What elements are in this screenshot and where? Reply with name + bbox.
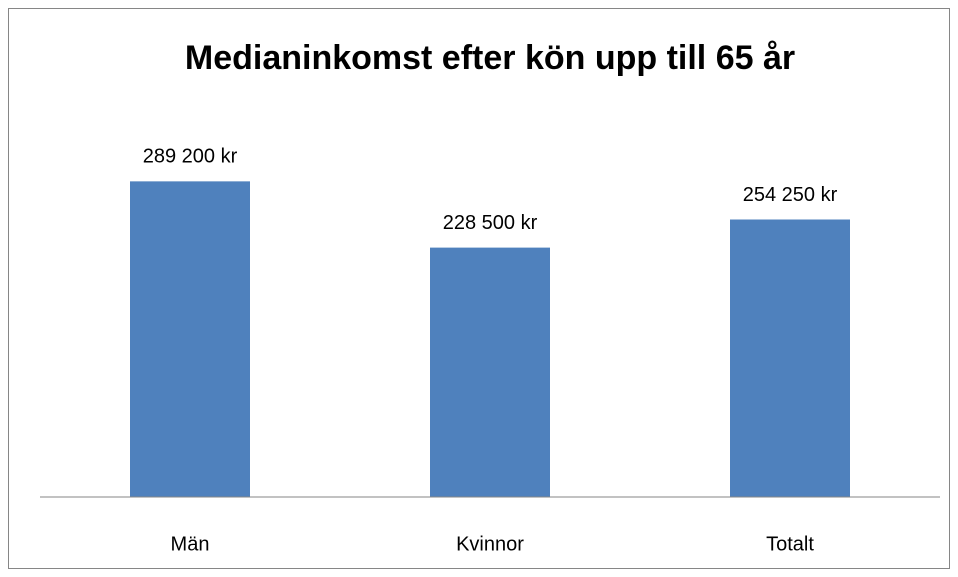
data-label: 289 200 kr	[143, 146, 238, 168]
data-label: 254 250 kr	[743, 184, 838, 206]
x-tick-label: Kvinnor	[456, 533, 524, 555]
bar	[730, 219, 850, 498]
x-tick-label: Totalt	[766, 533, 814, 555]
bar	[430, 247, 550, 497]
bar	[130, 181, 250, 497]
chart-title: Medianinkomst efter kön upp till 65 år	[185, 39, 795, 77]
x-tick-label: Män	[171, 533, 210, 555]
data-label: 228 500 kr	[443, 212, 538, 234]
